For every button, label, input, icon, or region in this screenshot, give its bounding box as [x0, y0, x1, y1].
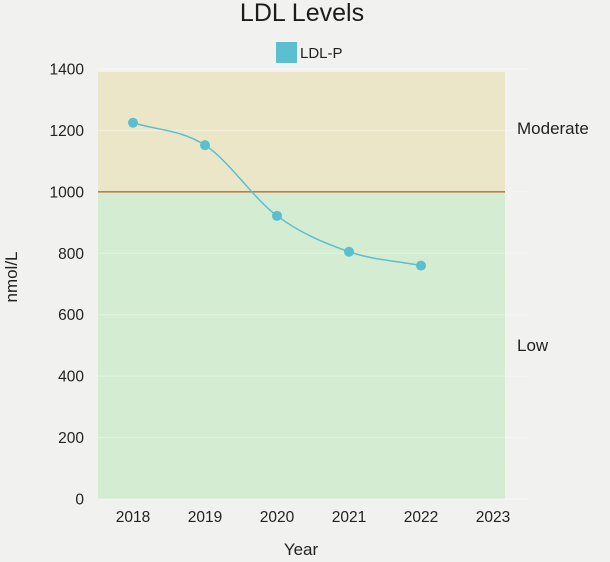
data-point: [272, 210, 282, 221]
x-tick-label: 2021: [332, 509, 366, 526]
y-axis-label: nmol/L: [2, 251, 21, 302]
y-tick-label: 400: [58, 369, 84, 386]
x-tick-label: 2022: [404, 509, 438, 526]
legend-label: LDL-P: [300, 45, 343, 62]
data-point: [128, 117, 138, 128]
y-tick-label: 1000: [50, 184, 85, 201]
y-tick-label: 1200: [50, 123, 85, 140]
axis-ticks: 0 200 400 600 800 1000 1200 1400 2018 2019 2020 202…: [50, 62, 511, 527]
zone-label-moderate: Moderate: [517, 119, 589, 138]
x-tick-label: 2023: [476, 509, 510, 526]
band-moderate: [98, 72, 505, 192]
y-tick-label: 200: [58, 430, 84, 447]
data-point: [200, 140, 210, 151]
x-axis-label: Year: [284, 540, 319, 559]
data-point: [416, 260, 426, 271]
data-point: [344, 246, 354, 257]
x-tick-label: 2020: [260, 509, 295, 526]
y-tick-label: 800: [58, 246, 84, 263]
y-tick-label: 0: [75, 492, 84, 509]
x-tick-label: 2019: [188, 509, 222, 526]
legend-swatch: [276, 42, 297, 63]
y-tick-label: 600: [58, 307, 84, 324]
series-layer: [128, 117, 426, 271]
legend: LDL-P: [276, 42, 343, 63]
x-tick-label: 2018: [116, 509, 150, 526]
plot-background: [98, 72, 505, 499]
chart-title: LDL Levels: [240, 0, 364, 27]
y-tick-label: 1400: [50, 62, 85, 79]
band-low: [98, 191, 505, 499]
zone-label-low: Low: [517, 336, 549, 355]
